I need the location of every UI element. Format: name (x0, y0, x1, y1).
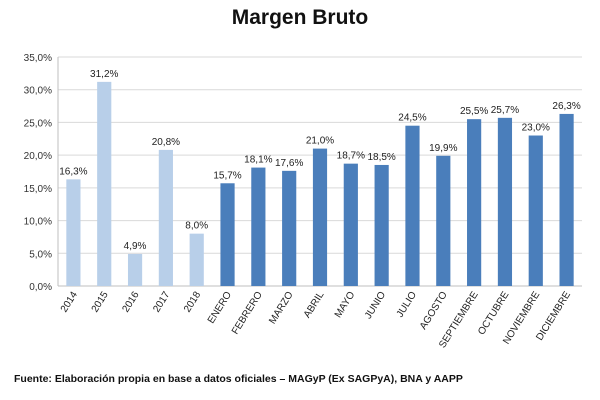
bar (467, 119, 482, 287)
y-tick-label: 5,0% (29, 249, 52, 260)
chart-title: Margen Bruto (231, 6, 369, 29)
data-label: 24,5% (398, 113, 426, 124)
data-label: 18,7% (337, 151, 365, 162)
data-label: 23,0% (522, 123, 550, 134)
data-label: 20,8% (152, 137, 180, 148)
data-label: 8,0% (185, 221, 208, 232)
y-tick-label: 25,0% (24, 118, 52, 129)
x-tick-label: 2015 (90, 289, 111, 314)
data-label: 15,7% (213, 170, 241, 181)
x-tick-label: OCTUBRE (476, 289, 511, 337)
bar (528, 135, 543, 286)
bar (497, 117, 513, 286)
x-tick-label: 2014 (59, 289, 80, 314)
x-tick-label: ABRIL (302, 289, 327, 320)
bar (312, 148, 328, 286)
y-tick-label: 35,0% (24, 53, 52, 64)
bar (251, 167, 266, 286)
bar (97, 81, 112, 286)
data-label: 21,0% (306, 136, 334, 147)
bar (189, 233, 204, 286)
bar-chart: 0,0% 5,0% 10,0% 15,0% 20,0% 25,0% 30,0% 35,0% 16… (24, 53, 582, 350)
y-tick-label: 30,0% (24, 86, 52, 97)
bar (374, 164, 389, 286)
bar (220, 183, 235, 286)
data-label: 18,1% (244, 155, 272, 166)
y-tick-label: 15,0% (24, 184, 52, 195)
x-tick-label: 2017 (151, 289, 172, 314)
data-label: 31,2% (90, 69, 118, 80)
bar (282, 170, 297, 286)
data-label: 16,3% (59, 166, 87, 177)
data-label: 17,6% (275, 158, 303, 169)
data-label: 25,7% (491, 105, 519, 116)
source-note: Fuente: Elaboración propia en base a dat… (14, 373, 463, 385)
x-tick-label: ENERO (206, 290, 234, 326)
bar (66, 179, 81, 286)
data-label: 19,9% (429, 143, 457, 154)
x-tick-label: MARZO (267, 290, 296, 327)
bar (559, 113, 574, 287)
y-tick-label: 0,0% (29, 282, 52, 293)
data-label: 4,9% (124, 241, 147, 252)
bar (127, 253, 143, 286)
bar (436, 155, 451, 286)
x-tick-label: 2018 (182, 289, 203, 314)
x-tick-label: JULIO (395, 290, 419, 320)
y-tick-label: 10,0% (24, 217, 52, 228)
x-tick-label: 2016 (120, 289, 141, 314)
bar (343, 163, 358, 286)
x-tick-label: MAYO (333, 290, 358, 320)
y-tick-label: 20,0% (24, 151, 52, 162)
x-tick-label: JUNIO (363, 290, 388, 321)
data-label: 18,5% (367, 152, 395, 163)
x-tick-label: FEBRERO (230, 290, 265, 337)
bar (405, 125, 420, 286)
data-label: 25,5% (460, 106, 488, 117)
data-label: 26,3% (552, 101, 580, 112)
bar (158, 149, 173, 286)
x-tick-label: AGOSTO (418, 290, 450, 332)
